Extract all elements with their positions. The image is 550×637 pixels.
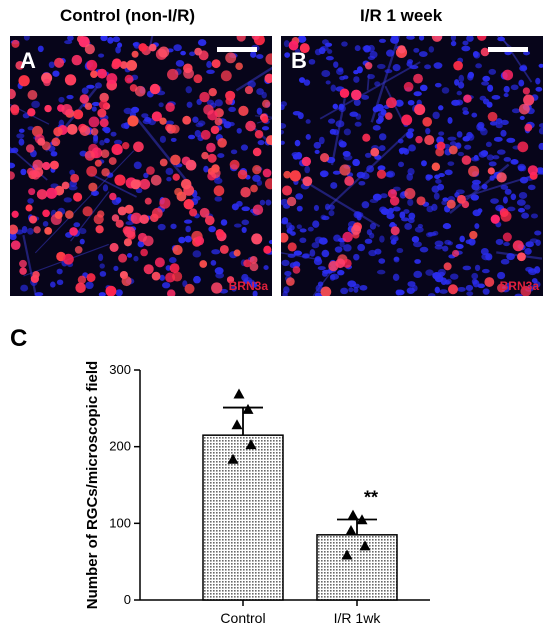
y-tick-label: 200: [109, 439, 131, 454]
data-point: [245, 439, 257, 450]
rgc-bar-chart: 0 100 200 300 Number of RGCs/microscopic fie…: [84, 361, 430, 626]
significance-marker: **: [364, 488, 378, 508]
panel-b-title: I/R 1 week: [360, 6, 443, 25]
data-point: [356, 514, 368, 525]
bar-0: [202, 434, 284, 601]
panel-a-micrograph: A BRN3a: [10, 36, 272, 296]
x-tick-label: Control: [220, 610, 265, 626]
x-tick-label: I/R 1wk: [334, 610, 382, 626]
bar-1: [316, 534, 398, 601]
panel-a-title: Control (non-I/R): [60, 6, 196, 25]
scale-bar-a: [217, 47, 257, 52]
y-tick-label: 0: [124, 592, 131, 607]
micrograph-a-image: [10, 36, 272, 296]
data-point: [227, 453, 239, 464]
data-point: [242, 403, 254, 414]
data-point: [231, 419, 243, 430]
panel-b-micrograph: B BRN3a: [281, 36, 543, 296]
scale-bar-b: [488, 47, 528, 52]
y-tick-label: 100: [109, 515, 131, 530]
panel-c-letter: C: [10, 325, 28, 352]
data-point: [359, 540, 371, 551]
panel-a-letter: A: [20, 48, 36, 73]
data-point: [347, 509, 359, 520]
y-axis-label: Number of RGCs/microscopic field: [84, 361, 101, 609]
micrograph-b-image: [281, 36, 543, 296]
y-tick-label: 300: [109, 362, 131, 377]
stain-label-a: BRN3a: [228, 279, 268, 293]
data-point: [341, 549, 353, 560]
data-point: [233, 388, 245, 399]
panel-b-letter: B: [291, 48, 307, 73]
data-point: [345, 525, 357, 535]
stain-label-b: BRN3a: [499, 279, 539, 293]
